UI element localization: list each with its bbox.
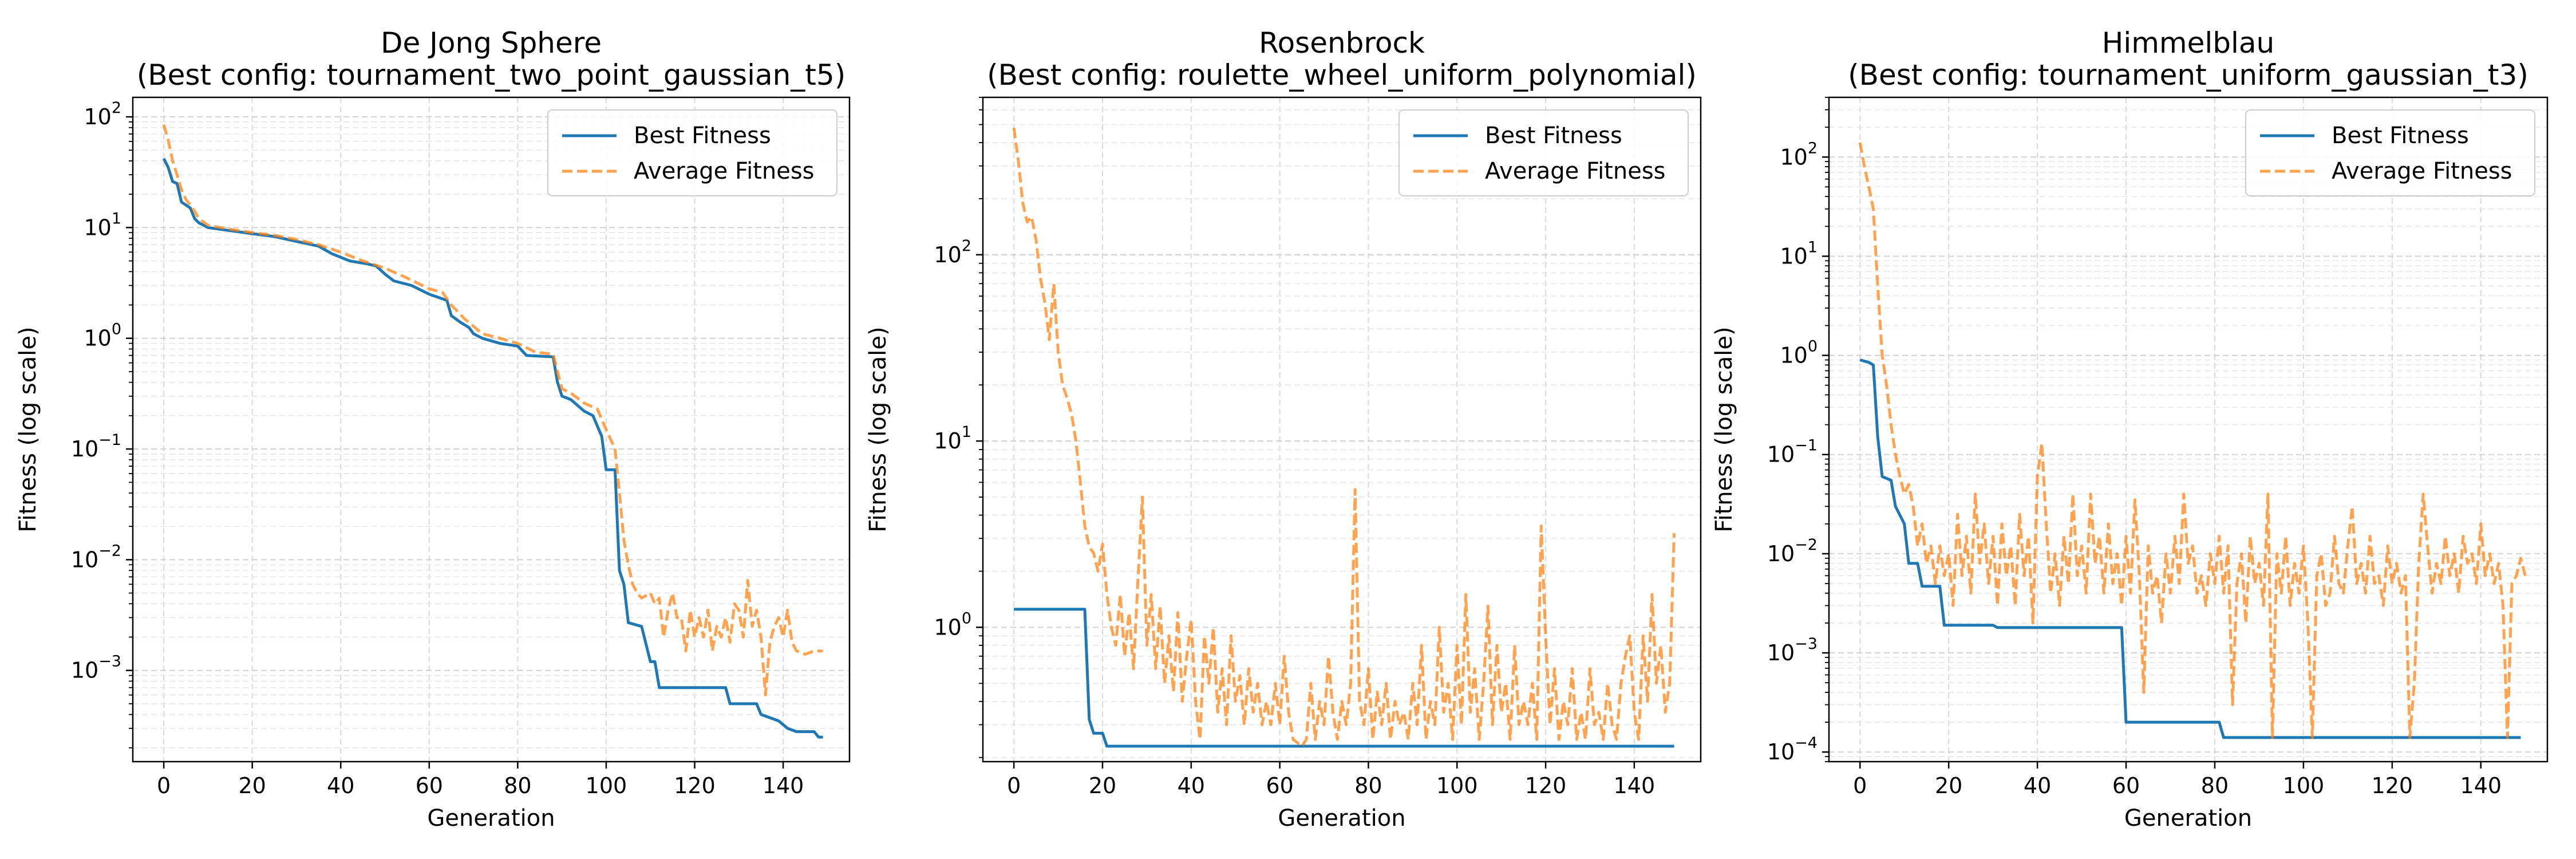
legend-box: [2245, 109, 2535, 196]
x-tick-label: 120: [1525, 773, 1567, 798]
y-tick-label: 101: [84, 210, 121, 240]
legend-label: Best Fitness: [1485, 123, 1622, 149]
best-fitness-line: [1859, 358, 2521, 739]
average-fitness-line: [162, 124, 823, 697]
legend-box: [547, 109, 837, 196]
axes-frame: [132, 96, 851, 763]
average-fitness-line: [1858, 142, 2527, 739]
legend-label: Best Fitness: [2332, 123, 2469, 149]
chart-panel-3: 0 20 40 60 80 100 120 140 10−4 10−3 10−2 10−1 100 101…: [1711, 26, 2549, 832]
plot-area: [1012, 127, 1676, 748]
x-tick-label: 40: [2024, 773, 2051, 798]
y-tick-label: 100: [84, 321, 121, 351]
x-axis-label: Generation: [2124, 805, 2252, 832]
y-axis-label: Fitness (log scale): [1711, 326, 1737, 532]
x-tick-label: 40: [327, 773, 354, 798]
legend-box: [1398, 109, 1689, 196]
x-tick-label: 100: [2283, 773, 2325, 798]
legend: Best Fitness Average Fitness: [2245, 109, 2535, 196]
x-tick-label: 80: [504, 773, 531, 798]
x-tick-label: 140: [1614, 773, 1656, 798]
x-tick-label: 0: [1007, 773, 1021, 798]
x-tick-label: 40: [1178, 773, 1205, 798]
x-tick-label: 120: [674, 773, 716, 798]
chart-subtitle: (Best config: tournament_uniform_gaussia…: [1848, 58, 2528, 92]
y-tick-label: 101: [934, 423, 971, 454]
chart-title: Rosenbrock: [1259, 26, 1425, 60]
x-tick-label: 20: [238, 773, 266, 798]
y-tick-label: 10−1: [1767, 437, 1818, 467]
y-tick-label: 10−2: [71, 542, 121, 572]
x-tick-label: 60: [1266, 773, 1293, 798]
y-tick-label: 10−1: [71, 431, 121, 462]
axes-frame: [982, 96, 1702, 763]
y-tick-label: 100: [1780, 338, 1818, 368]
best-fitness-line: [162, 157, 823, 739]
plot-area: [1858, 142, 2527, 739]
legend-label: Average Fitness: [1485, 158, 1666, 184]
legend-label: Best Fitness: [634, 123, 771, 149]
chart-panel-1: 0 20 40 60 80 100 120 140 10−3 10−2 10−1 100 101 102 G…: [15, 26, 851, 832]
y-tick-label: 10−2: [1767, 536, 1818, 566]
chart-title: Himmelblau: [2102, 26, 2275, 60]
x-axis-label: Generation: [1278, 805, 1405, 832]
x-tick-label: 20: [1089, 773, 1116, 798]
y-tick-label: 102: [1780, 139, 1818, 170]
y-tick-label: 102: [934, 237, 971, 267]
x-tick-label: 120: [2372, 773, 2413, 798]
x-tick-label: 60: [2112, 773, 2140, 798]
legend: Best Fitness Average Fitness: [1398, 109, 1689, 196]
y-tick-label: 100: [934, 609, 971, 640]
x-tick-label: 100: [1436, 773, 1478, 798]
best-fitness-line: [1014, 608, 1674, 748]
y-tick-label: 10−4: [1767, 734, 1818, 765]
grid-lines: [983, 97, 1701, 762]
x-tick-label: 140: [762, 773, 804, 798]
y-tick-label: 10−3: [71, 653, 121, 683]
y-tick-label: 101: [1780, 238, 1818, 269]
chart-subtitle: (Best config: tournament_two_point_gauss…: [137, 58, 846, 92]
x-tick-label: 0: [157, 773, 171, 798]
legend: Best Fitness Average Fitness: [547, 109, 837, 196]
y-tick-label: 102: [84, 99, 121, 129]
x-tick-label: 80: [2201, 773, 2229, 798]
x-tick-label: 100: [586, 773, 627, 798]
y-axis-label: Fitness (log scale): [15, 326, 41, 532]
y-axis-label: Fitness (log scale): [865, 326, 891, 532]
x-tick-label: 60: [416, 773, 443, 798]
chart-panel-2: 0 20 40 60 80 100 120 140 100 101 102 Generation Fit…: [865, 26, 1702, 832]
plot-area: [162, 124, 823, 739]
x-tick-label: 0: [1853, 773, 1867, 798]
chart-subtitle: (Best config: roulette_wheel_uniform_pol…: [987, 58, 1697, 92]
legend-label: Average Fitness: [634, 158, 815, 184]
average-fitness-line: [1012, 127, 1676, 748]
x-tick-label: 20: [1935, 773, 1962, 798]
chart-title: De Jong Sphere: [381, 26, 602, 60]
legend-label: Average Fitness: [2332, 158, 2512, 184]
x-tick-label: 80: [1354, 773, 1382, 798]
axes-frame: [1828, 96, 2549, 763]
x-axis-label: Generation: [427, 805, 555, 832]
x-tick-label: 140: [2460, 773, 2502, 798]
grid-lines: [1829, 97, 2547, 762]
y-tick-label: 10−3: [1767, 635, 1818, 665]
grid-lines: [133, 97, 850, 762]
